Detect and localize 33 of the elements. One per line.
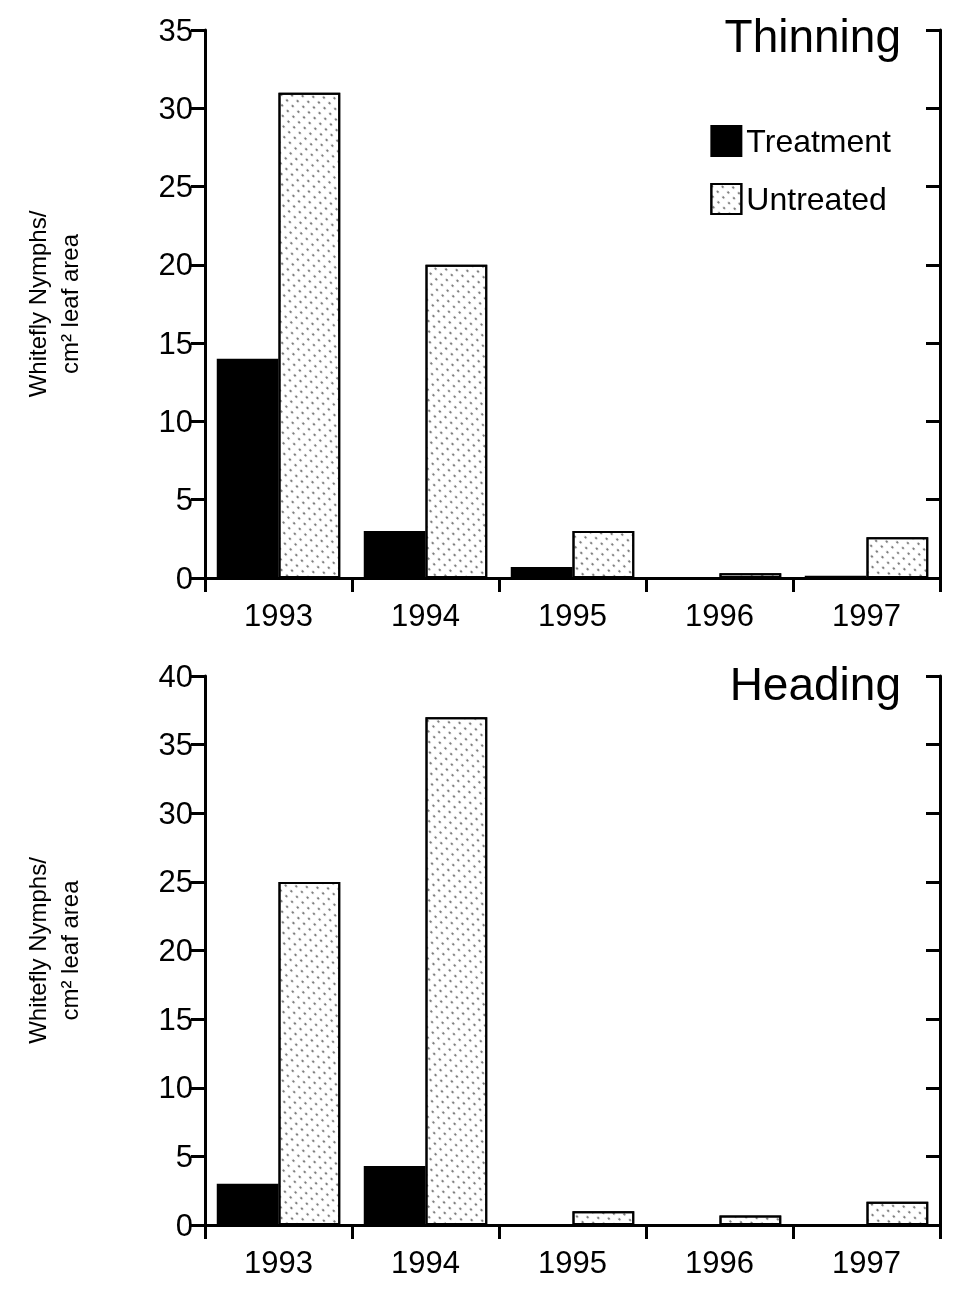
y-tick-label: 35 bbox=[158, 727, 193, 763]
x-tick-label: 1996 bbox=[685, 598, 754, 633]
chart-title: Thinning bbox=[724, 10, 901, 62]
y-tick-label: 15 bbox=[158, 325, 193, 361]
chart-title: Heading bbox=[729, 658, 901, 710]
x-tick-label: 1997 bbox=[832, 598, 901, 633]
y-tick-label: 30 bbox=[158, 795, 193, 831]
x-tick-label: 1997 bbox=[832, 1245, 901, 1280]
legend-label: Untreated bbox=[746, 181, 887, 217]
x-tick-label: 1995 bbox=[538, 598, 607, 633]
y-tick-label: 30 bbox=[158, 90, 193, 126]
y-tick-label: 25 bbox=[158, 169, 193, 205]
y-tick-label: 10 bbox=[158, 1070, 193, 1106]
y-tick-label: 5 bbox=[175, 1138, 193, 1174]
y-axis-title: Whitefly Nymphs/ cm² leaf area bbox=[23, 210, 83, 398]
y-tick-label: 40 bbox=[158, 658, 193, 694]
y-tick-label: 0 bbox=[175, 560, 193, 596]
y-tick-label: 0 bbox=[175, 1207, 193, 1243]
y-tick-label: 25 bbox=[158, 864, 193, 900]
y-tick-label: 15 bbox=[158, 1001, 193, 1037]
y-tick-label: 20 bbox=[158, 247, 193, 283]
y-tick-label: 20 bbox=[158, 933, 193, 968]
y-tick-label: 10 bbox=[158, 403, 193, 439]
x-tick-label: 1993 bbox=[244, 1245, 313, 1280]
y-tick-label: 5 bbox=[175, 482, 193, 518]
x-tick-label: 1995 bbox=[538, 1245, 607, 1280]
x-tick-label: 1993 bbox=[244, 598, 313, 633]
y-tick-label: 35 bbox=[158, 12, 193, 48]
x-tick-label: 1994 bbox=[391, 1245, 460, 1280]
x-tick-label: 1996 bbox=[685, 1245, 754, 1280]
y-axis-title: Whitefly Nymphs/ cm² leaf area bbox=[23, 856, 83, 1044]
legend-label: Treatment bbox=[746, 123, 892, 159]
x-tick-label: 1994 bbox=[391, 598, 460, 633]
